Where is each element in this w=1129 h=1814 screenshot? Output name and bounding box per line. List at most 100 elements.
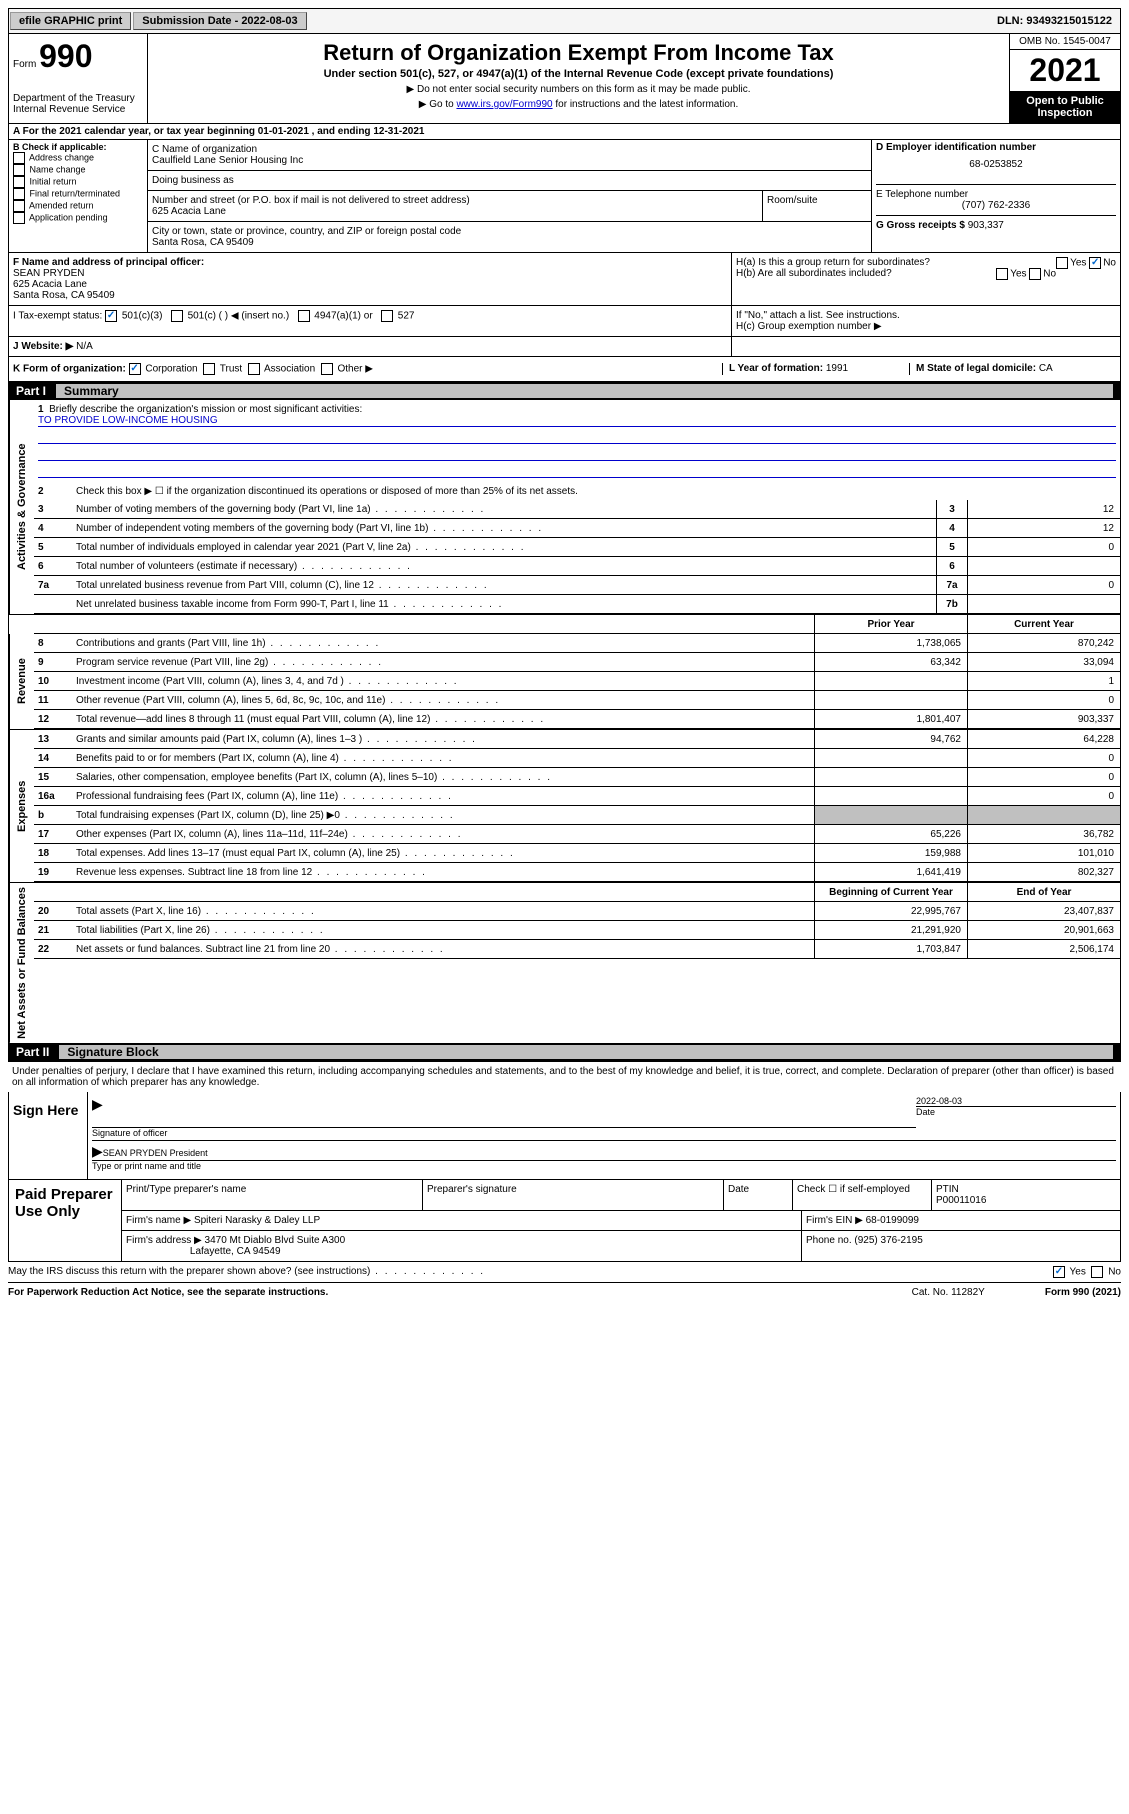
tax-year: 2021 [1010,50,1120,91]
sign-date: 2022-08-03 [916,1096,962,1106]
ha-yes-checkbox[interactable] [1056,257,1068,269]
initial-return-checkbox[interactable] [13,176,25,188]
prep-sig-header: Preparer's signature [423,1180,724,1210]
application-pending-checkbox[interactable] [13,212,25,224]
mission-text: TO PROVIDE LOW-INCOME HOUSING [38,415,1116,427]
governance-label: Activities & Governance [9,400,34,614]
summary-line: 21 Total liabilities (Part X, line 26) 2… [34,921,1120,940]
gross-receipts-value: 903,337 [968,220,1004,231]
hb-no-checkbox[interactable] [1029,268,1041,280]
firm-addr-label: Firm's address ▶ [126,1235,202,1246]
begin-year-header: Beginning of Current Year [814,883,967,901]
phone-label: E Telephone number [876,189,968,200]
ptin-label: PTIN [936,1184,959,1195]
treasury-dept: Department of the Treasury [13,93,143,104]
part-i-header: Part I Summary [8,382,1121,400]
name-change-checkbox[interactable] [13,164,25,176]
section-fh-row: F Name and address of principal officer:… [8,253,1121,306]
summary-line: 14 Benefits paid to or for members (Part… [34,749,1120,768]
form-org-label: K Form of organization: [13,364,126,375]
summary-line: 4 Number of independent voting members o… [34,519,1120,538]
summary-line: Net unrelated business taxable income fr… [34,595,1120,614]
officer-addr2: Santa Rosa, CA 95409 [13,290,115,301]
trust-checkbox[interactable] [203,363,215,375]
form-number: 990 [39,38,92,74]
instruction-1: ▶ Do not enter social security numbers o… [152,84,1005,95]
hb-note: If "No," attach a list. See instructions… [736,310,1116,321]
prep-self-employed: Check ☐ if self-employed [793,1180,932,1210]
summary-header-row: b Prior Year Current Year [8,614,1121,634]
amended-return-checkbox[interactable] [13,200,25,212]
hb-yes-checkbox[interactable] [996,268,1008,280]
firm-phone-label: Phone no. [806,1235,852,1246]
prior-year-header: Prior Year [814,615,967,633]
current-year-header: Current Year [967,615,1120,633]
summary-line: 5 Total number of individuals employed i… [34,538,1120,557]
domicile-value: CA [1039,363,1053,374]
corp-checkbox[interactable] [129,363,141,375]
irs-link[interactable]: www.irs.gov/Form990 [456,99,552,110]
sign-here-label: Sign Here [9,1092,88,1179]
expenses-label: Expenses [9,730,34,882]
footer-row: For Paperwork Reduction Act Notice, see … [8,1283,1121,1302]
section-klm-row: K Form of organization: Corporation Trus… [8,357,1121,382]
summary-line: 13 Grants and similar amounts paid (Part… [34,730,1120,749]
summary-line: 10 Investment income (Part VIII, column … [34,672,1120,691]
address-change-checkbox[interactable] [13,152,25,164]
officer-addr1: 625 Acacia Lane [13,279,87,290]
527-checkbox[interactable] [381,310,393,322]
city-label: City or town, state or province, country… [152,226,867,237]
summary-line: 3 Number of voting members of the govern… [34,500,1120,519]
tax-exempt-label: I Tax-exempt status: [13,311,102,322]
summary-expenses: Expenses 13 Grants and similar amounts p… [8,729,1121,882]
summary-line: 8 Contributions and grants (Part VIII, l… [34,634,1120,653]
other-checkbox[interactable] [321,363,333,375]
submission-date-button[interactable]: Submission Date - 2022-08-03 [133,12,306,30]
website-label: J Website: ▶ [13,341,73,352]
ein-value: 68-0253852 [876,159,1116,170]
assoc-checkbox[interactable] [248,363,260,375]
year-formation-value: 1991 [826,363,848,374]
phone-value: (707) 762-2336 [876,200,1116,211]
paid-preparer-label: Paid Preparer Use Only [9,1180,122,1261]
discuss-yes-checkbox[interactable] [1053,1266,1065,1278]
room-label: Room/suite [763,191,871,221]
org-name: Caulfield Lane Senior Housing Inc [152,155,867,166]
final-return-checkbox[interactable] [13,188,25,200]
section-a: A For the 2021 calendar year, or tax yea… [8,124,1121,140]
hb-label: H(b) Are all subordinates included? [736,268,892,279]
prep-name-header: Print/Type preparer's name [122,1180,423,1210]
4947-checkbox[interactable] [298,310,310,322]
dln-text: DLN: 93493215015122 [989,13,1120,29]
officer-name: SEAN PRYDEN [13,268,85,279]
discuss-row: May the IRS discuss this return with the… [8,1262,1121,1283]
ein-label: D Employer identification number [876,142,1036,153]
penalties-text: Under penalties of perjury, I declare th… [8,1061,1121,1092]
summary-line: 20 Total assets (Part X, line 16) 22,995… [34,902,1120,921]
firm-ein-label: Firm's EIN ▶ [806,1215,863,1226]
501c-checkbox[interactable] [171,310,183,322]
sign-date-label: Date [916,1106,1116,1117]
signer-name-label: Type or print name and title [92,1160,1116,1171]
summary-line: 22 Net assets or fund balances. Subtract… [34,940,1120,959]
domicile-label: M State of legal domicile: [916,363,1036,374]
instruction-2: ▶ Go to www.irs.gov/Form990 for instruct… [152,99,1005,110]
line2-desc: Check this box ▶ ☐ if the organization d… [72,484,1120,499]
efile-print-button[interactable]: efile GRAPHIC print [10,12,131,30]
form-footer: Form 990 (2021) [1045,1287,1121,1298]
firm-addr1: 3470 Mt Diablo Blvd Suite A300 [205,1235,346,1246]
discuss-text: May the IRS discuss this return with the… [8,1266,370,1277]
paperwork-notice: For Paperwork Reduction Act Notice, see … [8,1287,852,1298]
year-formation-label: L Year of formation: [729,363,823,374]
street-label: Number and street (or P.O. box if mail i… [152,195,758,206]
discuss-no-checkbox[interactable] [1091,1266,1103,1278]
top-bar: efile GRAPHIC print Submission Date - 20… [8,8,1121,34]
501c3-checkbox[interactable] [105,310,117,322]
form-word: Form [13,59,36,70]
section-i-row: I Tax-exempt status: 501(c)(3) 501(c) ( … [8,306,1121,337]
org-name-label: C Name of organization [152,144,867,155]
summary-line: 11 Other revenue (Part VIII, column (A),… [34,691,1120,710]
signer-name: SEAN PRYDEN President [103,1148,208,1158]
sign-block: Sign Here ▶Signature of officer 2022-08-… [8,1092,1121,1180]
ha-no-checkbox[interactable] [1089,257,1101,269]
